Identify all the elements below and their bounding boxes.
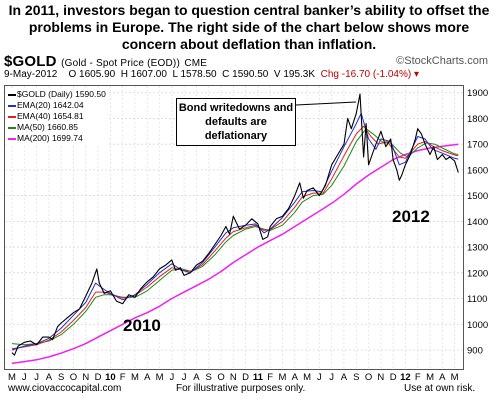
legend-item: $GOLD (Daily) 1590.50 [8, 89, 106, 100]
series-line-gold-daily [11, 93, 459, 356]
x-tick-label: A [46, 372, 53, 383]
legend-label: $GOLD (Daily) 1590.50 [17, 89, 106, 99]
x-tick-label: S [58, 372, 64, 383]
y-tick-label: 1800 [467, 114, 488, 125]
legend-swatch [8, 126, 16, 129]
x-tick-label: 12 [400, 372, 411, 383]
x-tick-label: F [267, 372, 273, 383]
x-tick-label: A [144, 372, 151, 383]
quote-close: C 1590.50 [222, 69, 269, 80]
footer-site: www.ciovaccocapital.com [8, 383, 122, 394]
y-tick-label: 1700 [467, 140, 488, 151]
x-tick-label: D [390, 372, 397, 383]
legend-label: EMA(40) 1654.81 [17, 111, 84, 121]
symbol-title: $GOLD (Gold - Spot Price (EOD)) CME [4, 53, 207, 70]
y-tick-label: 1300 [467, 243, 488, 254]
quote-volume: V 195.3K [273, 69, 316, 80]
x-tick-label: A [292, 372, 299, 383]
x-tick-label: O [217, 372, 224, 383]
x-tick-label: S [353, 372, 359, 383]
price-chart: 900 1000 1100 1200 1300 1400 1500 1600 1700 1800 1… [5, 86, 488, 383]
x-tick-label: A [439, 372, 446, 383]
symbol-name: $GOLD [4, 53, 57, 70]
y-tick-label: 900 [467, 345, 483, 356]
quote-change-marker: ▾ [414, 69, 420, 80]
y-tick-label: 1900 [467, 88, 488, 99]
x-tick-label: 11 [253, 372, 264, 383]
quote-line: 9-May-2012 O 1605.90 H 1607.00 L 1578.50… [4, 69, 419, 80]
quote-open: O 1605.90 [68, 69, 116, 80]
x-tick-label: A [341, 372, 348, 383]
series-line-ma-200 [11, 143, 459, 365]
quote-change: Chg -16.70 (-1.04%) [320, 69, 412, 80]
x-tick-label: M [156, 372, 164, 383]
legend-item: EMA(20) 1642.04 [8, 100, 106, 111]
y-tick-label: 1000 [467, 320, 488, 331]
x-tick-label: J [182, 372, 187, 383]
quote-low: L 1578.50 [172, 69, 217, 80]
x-tick-label: F [415, 372, 421, 383]
symbol-description: (Gold - Spot Price (EOD)) [61, 58, 180, 69]
x-tick-label: D [95, 372, 102, 383]
legend-swatch [8, 115, 16, 118]
x-tick-label: J [22, 372, 27, 383]
x-tick-label: O [70, 372, 77, 383]
legend-swatch [8, 137, 16, 140]
x-tick-label: M [426, 372, 434, 383]
quote-high: H 1607.00 [120, 69, 167, 80]
legend-swatch [8, 93, 16, 96]
callout-pointer [295, 101, 356, 106]
symbol-exchange: CME [184, 58, 208, 69]
quote-date: 9-May-2012 [4, 69, 58, 80]
x-tick-label: J [317, 372, 322, 383]
y-tick-label: 1100 [467, 294, 487, 305]
series-line-ema-40 [11, 125, 459, 350]
x-tick-label: 10 [105, 372, 116, 383]
x-tick-label: A [193, 372, 200, 383]
footer-risk: Use at own risk. [404, 383, 476, 394]
legend-swatch [8, 104, 16, 107]
legend-label: MA(200) 1699.74 [17, 133, 83, 143]
x-tick-label: D [242, 372, 249, 383]
annotation-2012: 2012 [392, 207, 430, 226]
x-tick-label: N [377, 372, 384, 383]
y-tick-label: 1200 [467, 268, 488, 279]
legend-item: MA(50) 1660.85 [8, 122, 106, 133]
chart-legend: $GOLD (Daily) 1590.50 EMA(20) 1642.04 EMA(… [6, 88, 109, 146]
series-line-ma-50 [11, 128, 459, 346]
x-tick-label: J [169, 372, 174, 383]
chart-headline: In 2011, investors began to question cen… [8, 2, 490, 52]
x-tick-label: N [82, 372, 89, 383]
y-tick-label: 1600 [467, 165, 488, 176]
x-tick-label: M [131, 372, 139, 383]
brand-label: ©StockCharts.com [396, 55, 488, 67]
legend-label: MA(50) 1660.85 [17, 122, 78, 132]
x-tick-label: J [329, 372, 334, 383]
x-tick-label: O [365, 372, 372, 383]
x-tick-label: S [206, 372, 212, 383]
x-tick-label: M [8, 372, 16, 383]
x-tick-label: M [451, 372, 459, 383]
x-tick-label: M [303, 372, 311, 383]
annotation-2010: 2010 [123, 316, 161, 335]
y-tick-label: 1400 [467, 217, 488, 228]
footer-note: For illustrative purposes only. [176, 383, 306, 394]
legend-label: EMA(20) 1642.04 [17, 100, 84, 110]
x-tick-label: F [120, 372, 126, 383]
x-tick-label: N [230, 372, 237, 383]
x-tick-label: M [279, 372, 287, 383]
y-tick-label: 1500 [467, 191, 488, 202]
x-tick-label: J [34, 372, 39, 383]
legend-item: MA(200) 1699.74 [8, 133, 106, 144]
legend-item: EMA(40) 1654.81 [8, 111, 106, 122]
callout-box: Bond writedowns and defaults are deflati… [176, 98, 296, 146]
